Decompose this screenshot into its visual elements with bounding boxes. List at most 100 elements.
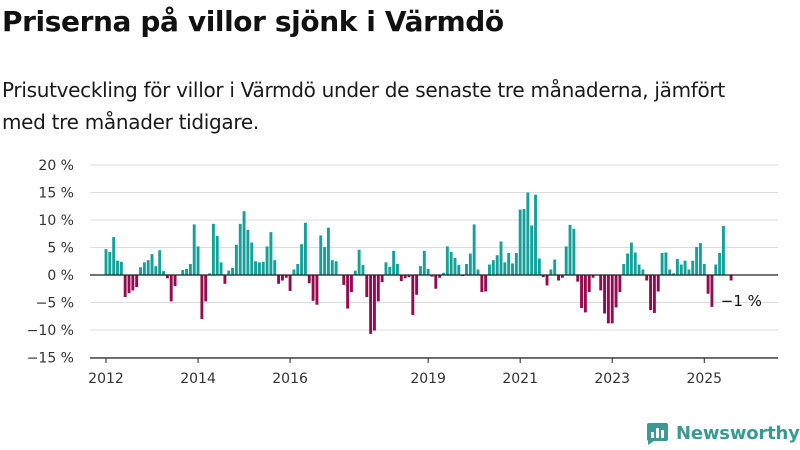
bar [219, 262, 223, 275]
bar [553, 259, 557, 275]
bar [629, 242, 633, 275]
bar [181, 270, 185, 275]
bar [238, 223, 242, 275]
bar [227, 270, 231, 275]
bar [208, 273, 211, 275]
bar [442, 272, 445, 275]
bar [583, 275, 587, 313]
bar [116, 260, 119, 275]
y-axis-ticks: 20 % 15 % 10 % 5 % 0 % −5 % −10 % −15 % [27, 158, 74, 367]
bar [284, 275, 288, 278]
bar [656, 275, 660, 292]
bar [499, 241, 503, 275]
bar [545, 275, 549, 286]
x-tick-label: 2023 [594, 371, 630, 387]
bar [675, 259, 679, 275]
bar [618, 275, 622, 293]
bar [330, 260, 334, 275]
x-axis: 2012 2014 2016 2019 2021 2023 2025 [88, 357, 778, 387]
bar [112, 237, 116, 275]
bar [142, 262, 146, 275]
bar [534, 194, 537, 275]
x-tick-label: 2014 [180, 371, 216, 387]
y-tick-label: −15 % [27, 351, 74, 367]
bar [507, 253, 511, 275]
y-tick-label: 15 % [38, 186, 74, 202]
bar [319, 235, 323, 275]
chart-subtitle: Prisutveckling för villor i Värmdö under… [2, 78, 725, 134]
bar [311, 275, 315, 301]
bar [280, 275, 284, 281]
gridlines [90, 164, 778, 358]
bar [365, 275, 369, 297]
bar [453, 257, 457, 275]
bar [622, 264, 626, 275]
bar [154, 266, 158, 275]
bar [346, 275, 350, 309]
bar [614, 275, 618, 308]
bar [307, 275, 311, 284]
bar [576, 275, 580, 282]
bar [664, 252, 668, 275]
bar [269, 232, 273, 275]
bar [192, 224, 196, 275]
bar [257, 262, 261, 275]
bar [706, 275, 710, 294]
bar [234, 244, 238, 275]
bar [296, 264, 300, 275]
bar [695, 246, 699, 275]
y-tick-label: −5 % [36, 296, 74, 312]
bar [518, 209, 522, 275]
bar [411, 275, 415, 316]
bar [146, 260, 150, 275]
bar [388, 266, 392, 275]
bar [672, 273, 676, 275]
bar [660, 253, 664, 275]
bar [119, 261, 123, 275]
bar [127, 275, 131, 294]
x-tick-label: 2021 [502, 371, 538, 387]
bar [223, 275, 227, 284]
bar [165, 275, 169, 279]
x-tick-label: 2025 [686, 371, 722, 387]
bar [231, 267, 235, 275]
y-tick-label: 5 % [47, 241, 74, 257]
newsworthy-logo: Newsworthy [645, 419, 800, 447]
bar [200, 275, 204, 319]
bar [288, 275, 292, 291]
bar [549, 269, 553, 275]
bar [158, 250, 162, 275]
bar [422, 250, 426, 275]
bar [537, 258, 541, 275]
y-tick-label: 10 % [38, 213, 74, 229]
bar [403, 275, 407, 279]
bar [698, 243, 702, 275]
bar [465, 264, 468, 275]
bar [399, 275, 403, 282]
bar [599, 275, 603, 291]
bar [357, 249, 361, 275]
bar [626, 253, 630, 275]
bar [292, 269, 296, 275]
x-tick-label: 2012 [88, 371, 124, 387]
bar [472, 224, 476, 275]
bar [541, 275, 545, 278]
bar [265, 246, 269, 275]
bar [185, 268, 188, 275]
y-tick-label: −10 % [27, 323, 74, 339]
bar-chart-icon [646, 423, 668, 445]
bar [430, 275, 434, 277]
bar [150, 254, 154, 275]
bar [641, 269, 645, 275]
bar [215, 235, 219, 275]
bar [334, 261, 338, 275]
bar [514, 253, 518, 275]
bar [591, 275, 595, 278]
bar [380, 275, 384, 283]
bar-chart: 20 %15 %10 %5 %0 %−5 %−10 %−15 % 2012 201… [27, 158, 778, 387]
bar [242, 211, 246, 275]
bar [587, 275, 591, 293]
bar [480, 275, 484, 293]
bar [468, 253, 472, 275]
bar [522, 209, 526, 275]
